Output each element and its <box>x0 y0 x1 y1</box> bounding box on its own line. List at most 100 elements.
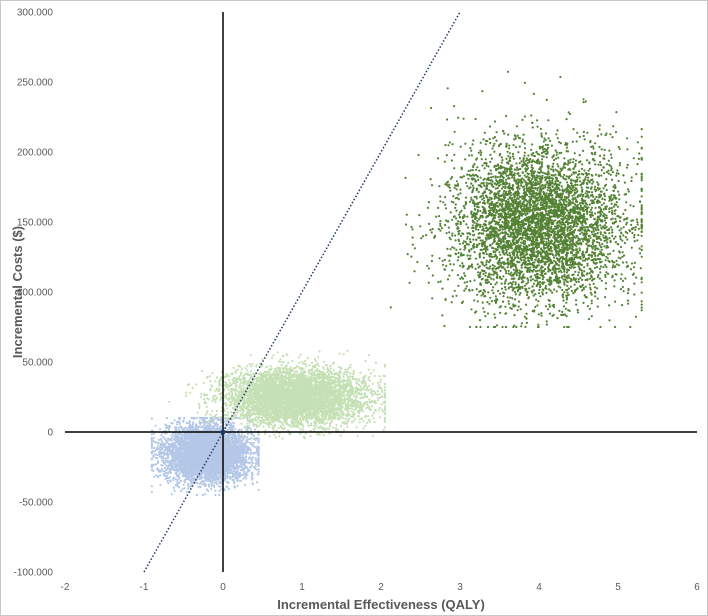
series-2-points <box>150 416 260 497</box>
data-point <box>178 481 181 484</box>
data-point <box>176 463 179 466</box>
data-point <box>205 416 208 420</box>
data-point <box>226 441 229 444</box>
data-point <box>150 463 153 466</box>
data-point <box>154 424 157 427</box>
data-point <box>225 485 228 488</box>
data-point <box>226 473 229 476</box>
data-point <box>200 426 203 429</box>
data-point <box>206 476 209 480</box>
data-point <box>243 445 247 448</box>
data-point <box>219 467 222 470</box>
data-point <box>233 435 236 438</box>
data-point <box>215 423 219 426</box>
data-point <box>257 468 260 471</box>
data-point <box>208 485 211 488</box>
data-point <box>187 475 191 478</box>
data-point <box>192 458 195 461</box>
data-point <box>192 473 195 476</box>
data-point <box>236 479 239 482</box>
data-point <box>179 433 182 436</box>
data-point <box>243 447 246 450</box>
data-point <box>193 428 196 431</box>
data-point <box>214 438 217 441</box>
data-point <box>253 452 256 455</box>
data-point <box>227 464 230 467</box>
data-point <box>240 428 243 431</box>
data-point <box>218 482 221 485</box>
data-point <box>172 477 175 480</box>
data-point <box>186 422 189 425</box>
data-point <box>187 478 190 481</box>
data-point <box>200 416 203 420</box>
data-point <box>188 437 191 440</box>
data-point <box>174 463 177 466</box>
data-point <box>175 458 178 461</box>
data-point <box>197 425 200 428</box>
data-point <box>209 457 212 460</box>
data-point <box>230 433 233 436</box>
data-point <box>181 461 184 464</box>
data-point <box>183 466 186 469</box>
data-point <box>152 436 155 439</box>
data-point <box>208 451 211 454</box>
data-point <box>168 479 171 482</box>
data-point <box>180 469 183 472</box>
data-point <box>189 463 192 466</box>
data-point <box>174 434 177 437</box>
data-point <box>215 417 218 420</box>
data-point <box>150 458 153 461</box>
data-point <box>245 458 248 461</box>
data-point <box>195 454 198 457</box>
data-point <box>225 436 228 439</box>
data-point <box>256 481 259 484</box>
data-point <box>175 449 178 452</box>
data-point <box>243 443 246 446</box>
data-point <box>227 451 230 454</box>
data-point <box>231 435 234 438</box>
data-point <box>174 472 177 475</box>
data-point <box>168 443 171 446</box>
data-point <box>179 472 182 475</box>
data-point <box>208 471 211 474</box>
data-point <box>160 464 163 467</box>
data-point <box>200 448 203 451</box>
data-point <box>171 457 174 460</box>
data-point <box>214 454 217 457</box>
data-point <box>170 465 173 468</box>
data-point <box>162 474 166 477</box>
data-point <box>214 447 217 450</box>
data-point <box>229 456 233 460</box>
data-point <box>160 434 163 437</box>
data-point <box>188 420 191 423</box>
data-point <box>175 423 178 426</box>
data-point <box>175 447 178 450</box>
data-point <box>183 416 186 420</box>
data-point <box>187 457 190 460</box>
data-point <box>254 428 257 431</box>
data-point <box>176 439 179 442</box>
data-point <box>245 465 248 468</box>
data-point <box>249 466 252 469</box>
data-point <box>202 439 205 442</box>
data-point <box>197 444 200 447</box>
data-point <box>241 460 244 463</box>
data-point <box>192 421 195 424</box>
data-point <box>217 456 220 460</box>
data-point <box>224 462 227 465</box>
data-point <box>203 445 206 448</box>
data-point <box>181 471 185 474</box>
data-point <box>155 441 158 444</box>
data-point <box>166 479 169 482</box>
data-point <box>174 460 177 463</box>
data-point <box>210 483 213 486</box>
data-point <box>214 489 217 492</box>
data-point <box>250 451 253 454</box>
data-point <box>205 448 208 451</box>
data-point <box>173 489 176 492</box>
data-point <box>171 460 175 463</box>
data-point <box>203 474 206 477</box>
data-point <box>235 439 238 442</box>
data-point <box>164 463 167 466</box>
data-point <box>191 454 194 457</box>
